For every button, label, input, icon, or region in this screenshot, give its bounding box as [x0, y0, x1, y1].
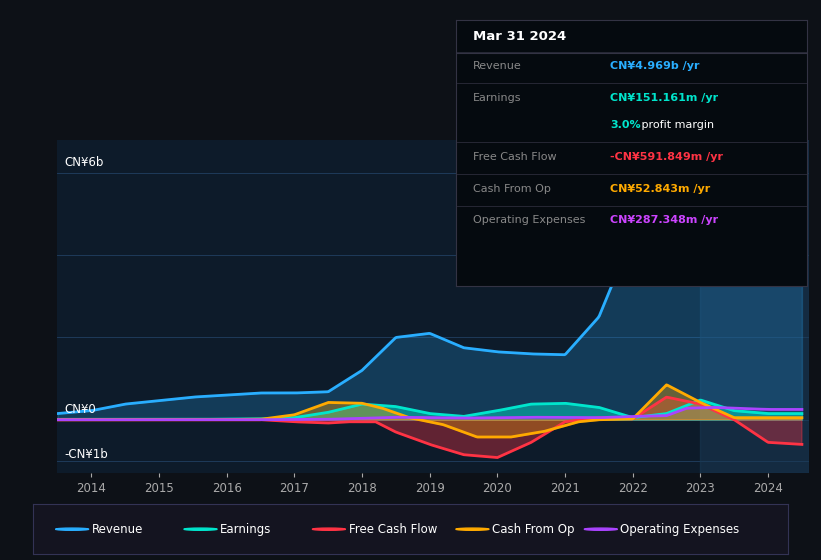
Text: CN¥0: CN¥0	[64, 403, 96, 417]
Text: CN¥287.348m /yr: CN¥287.348m /yr	[610, 216, 718, 226]
Text: Revenue: Revenue	[473, 61, 522, 71]
Text: Earnings: Earnings	[220, 522, 272, 536]
Text: CN¥151.161m /yr: CN¥151.161m /yr	[610, 93, 718, 103]
Text: CN¥4.969b /yr: CN¥4.969b /yr	[610, 61, 699, 71]
Text: Operating Expenses: Operating Expenses	[621, 522, 740, 536]
Text: Free Cash Flow: Free Cash Flow	[349, 522, 437, 536]
Text: Revenue: Revenue	[92, 522, 143, 536]
Text: CN¥6b: CN¥6b	[64, 156, 103, 169]
Text: -CN¥1b: -CN¥1b	[64, 448, 108, 461]
Text: Operating Expenses: Operating Expenses	[473, 216, 585, 226]
Text: Cash From Op: Cash From Op	[492, 522, 575, 536]
Text: CN¥52.843m /yr: CN¥52.843m /yr	[610, 184, 710, 194]
Text: Cash From Op: Cash From Op	[473, 184, 551, 194]
Circle shape	[184, 528, 217, 530]
Text: 3.0%: 3.0%	[610, 120, 641, 130]
Circle shape	[312, 528, 346, 530]
Text: Mar 31 2024: Mar 31 2024	[473, 30, 566, 43]
Circle shape	[585, 528, 617, 530]
Bar	[700, 140, 809, 473]
Text: Earnings: Earnings	[473, 93, 521, 103]
Circle shape	[456, 528, 489, 530]
Text: Free Cash Flow: Free Cash Flow	[473, 152, 557, 162]
Text: profit margin: profit margin	[639, 120, 714, 130]
Circle shape	[56, 528, 89, 530]
Text: -CN¥591.849m /yr: -CN¥591.849m /yr	[610, 152, 723, 162]
